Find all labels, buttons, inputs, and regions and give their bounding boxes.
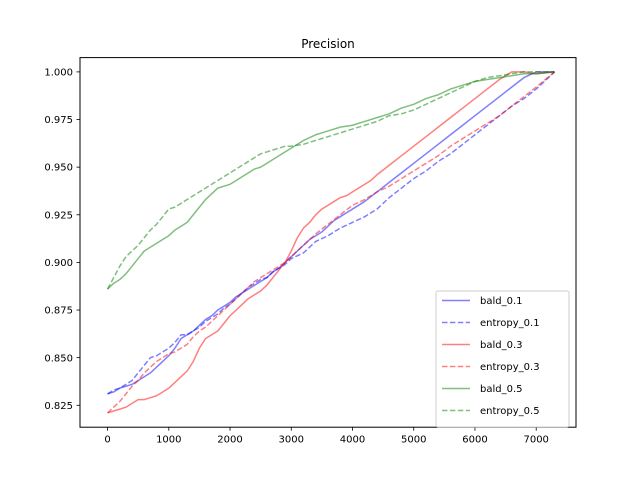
plot-frame: [79, 57, 577, 428]
chart-title: Precision: [301, 37, 355, 51]
legend-label-bald_0.3: bald_0.3: [480, 340, 523, 351]
y-tick-label: 1.000: [44, 67, 73, 78]
series-line-entropy_0.3: [107, 71, 556, 414]
y-tick-label: 0.850: [44, 353, 73, 364]
x-tick-label: 4000: [340, 435, 365, 446]
legend-label-bald_0.5: bald_0.5: [480, 384, 523, 395]
x-tick-label: 1000: [156, 435, 181, 446]
legend-label-entropy_0.5: entropy_0.5: [480, 406, 540, 417]
plot-area: [79, 57, 577, 428]
y-axis: 0.825 0.850 0.875 0.900 0.925 0.950 0.975 1.000: [44, 67, 80, 412]
legend: bald_0.1 entropy_0.1 bald_0.3 entropy_0.3ba…: [435, 290, 570, 428]
x-tick-label: 6000: [462, 435, 487, 446]
y-tick-label: 0.975: [44, 115, 73, 126]
y-tick-label: 0.825: [44, 401, 73, 412]
series-line-bald_0.3: [107, 71, 555, 414]
series-line-bald_0.5: [107, 71, 555, 290]
x-tick-label: 2000: [217, 435, 242, 446]
x-axis: 0 1000 2000 3000 4000 5000 6000 7000: [104, 427, 549, 446]
x-tick-label: 5000: [401, 435, 426, 446]
y-tick-label: 0.925: [44, 210, 73, 221]
y-tick-label: 0.950: [44, 163, 73, 174]
legend-label-bald_0.1: bald_0.1: [480, 296, 523, 307]
x-tick-label: 7000: [523, 435, 548, 446]
y-tick-label: 0.875: [44, 306, 73, 317]
series-line-entropy_0.1: [107, 71, 556, 395]
y-tick-label: 0.900: [44, 258, 73, 269]
series-layer: [106, 71, 556, 414]
x-tick-label: 0: [104, 435, 110, 446]
legend-label-entropy_0.3: entropy_0.3: [480, 362, 540, 373]
x-tick-label: 3000: [279, 435, 304, 446]
legend-box: [435, 290, 570, 428]
legend-label-entropy_0.1: entropy_0.1: [480, 318, 540, 329]
